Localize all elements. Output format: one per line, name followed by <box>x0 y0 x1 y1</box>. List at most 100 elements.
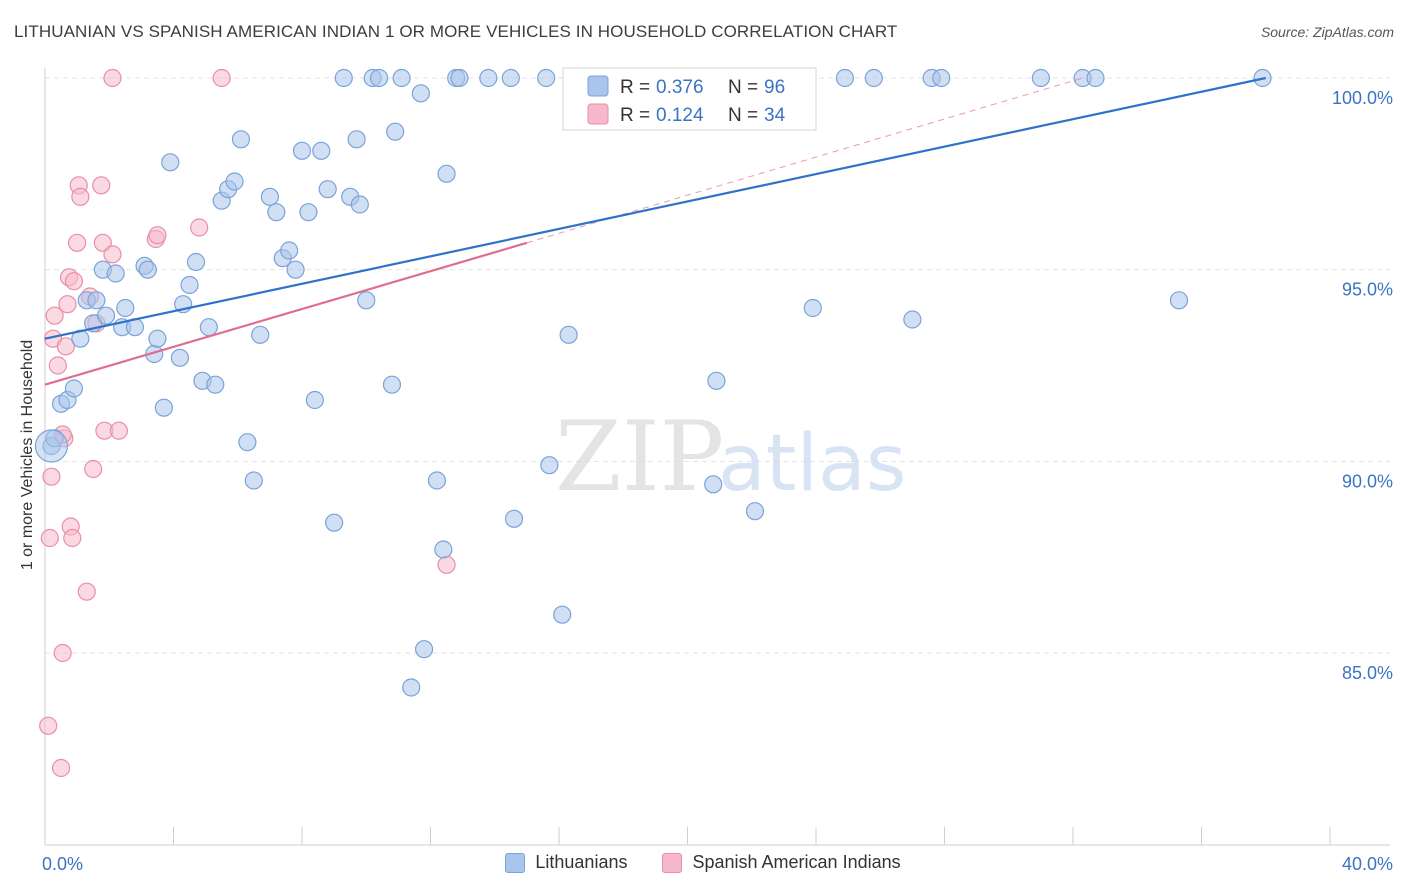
tick-labels: 85.0% 90.0% 95.0% 100.0% 0.0% 40.0% <box>42 88 1393 874</box>
data-point <box>87 291 106 310</box>
data-point <box>1086 68 1105 88</box>
data-point <box>835 68 855 88</box>
data-point <box>64 379 84 398</box>
data-point <box>138 260 157 279</box>
data-point <box>68 233 87 252</box>
data-point <box>170 348 190 367</box>
data-point <box>180 275 199 295</box>
data-point <box>411 84 430 103</box>
data-point <box>318 180 337 199</box>
data-point <box>347 130 366 149</box>
data-point <box>553 605 572 624</box>
series-legend: Lithuanians Spanish American Indians <box>0 852 1406 878</box>
data-point <box>504 509 524 528</box>
data-point <box>1031 68 1050 88</box>
legend-item-spanish-american-indians: Spanish American Indians <box>662 852 901 873</box>
data-point <box>386 122 405 141</box>
stats-swatch <box>587 75 609 97</box>
y-tick-label: 90.0% <box>1342 471 1393 491</box>
data-point <box>231 130 251 149</box>
x-tick-label: 0.0% <box>42 854 83 874</box>
trend-lines <box>44 76 1266 386</box>
data-point <box>370 68 389 88</box>
data-point <box>260 187 279 206</box>
data-point <box>40 528 59 548</box>
stats-r-label: R = <box>620 77 650 98</box>
data-point <box>244 471 263 490</box>
data-point <box>305 390 324 410</box>
data-point <box>42 467 61 486</box>
legend-label-spanish-american-indians: Spanish American Indians <box>692 852 901 872</box>
data-point <box>1169 291 1189 310</box>
data-point <box>280 241 299 260</box>
data-point <box>357 291 376 310</box>
data-point <box>148 329 167 348</box>
data-point <box>161 153 180 172</box>
stats-n-label: N = <box>728 77 758 98</box>
data-point <box>559 325 578 344</box>
series-lithuanians <box>34 68 1272 697</box>
data-point <box>63 528 82 548</box>
data-point <box>77 582 96 601</box>
y-tick-label: 100.0% <box>1332 88 1393 108</box>
data-point <box>903 310 922 329</box>
data-point <box>186 252 206 272</box>
data-point <box>501 68 520 88</box>
data-point <box>704 475 723 494</box>
data-point <box>116 298 135 318</box>
trend-line-spanish-american-indians-extension <box>526 77 1083 244</box>
stats-n-value: 34 <box>764 105 786 126</box>
data-point <box>190 218 209 237</box>
data-point <box>206 375 225 394</box>
data-point <box>745 502 765 521</box>
data-point <box>225 172 244 191</box>
data-point <box>51 758 71 778</box>
data-point <box>238 433 257 452</box>
data-point <box>312 141 331 160</box>
data-point <box>450 68 469 88</box>
trend-line-spanish-american-indians <box>44 241 528 386</box>
data-point <box>803 298 822 318</box>
data-point <box>537 68 556 88</box>
data-point <box>154 398 173 417</box>
legend-swatch-blue <box>505 852 526 873</box>
watermark-atlas: atlas <box>718 419 907 509</box>
data-point <box>92 176 111 195</box>
legend-item-lithuanians: Lithuanians <box>505 852 627 873</box>
data-point <box>382 375 402 394</box>
data-point <box>437 164 456 183</box>
stats-r-value: 0.124 <box>656 105 704 126</box>
data-point <box>109 421 128 440</box>
data-point <box>199 318 218 337</box>
data-point <box>45 306 64 325</box>
data-point <box>251 325 270 344</box>
data-point <box>434 540 453 559</box>
stats-r-label: R = <box>620 105 650 126</box>
stats-swatch <box>587 103 609 125</box>
trend-line-lithuanians <box>44 76 1266 340</box>
x-tick-label: 40.0% <box>1342 854 1393 874</box>
data-point <box>540 456 559 475</box>
y-tick-label: 95.0% <box>1342 280 1393 300</box>
gridlines <box>45 77 1390 654</box>
data-point <box>864 68 883 88</box>
data-point <box>39 716 58 735</box>
data-point <box>479 68 498 88</box>
data-point <box>212 68 231 88</box>
data-point-large <box>34 429 69 463</box>
data-point <box>103 245 122 264</box>
data-point <box>286 260 305 279</box>
data-point <box>71 187 90 206</box>
stats-n-label: N = <box>728 105 758 126</box>
data-point <box>84 459 103 479</box>
data-point <box>350 195 369 214</box>
data-point <box>56 337 75 356</box>
legend-swatch-pink <box>662 852 683 873</box>
data-point <box>392 68 411 88</box>
data-point <box>106 264 125 283</box>
legend-label-lithuanians: Lithuanians <box>535 852 628 872</box>
data-point <box>427 471 447 490</box>
data-point <box>96 306 116 325</box>
source-label: Source: ZipAtlas.com <box>1260 24 1394 40</box>
